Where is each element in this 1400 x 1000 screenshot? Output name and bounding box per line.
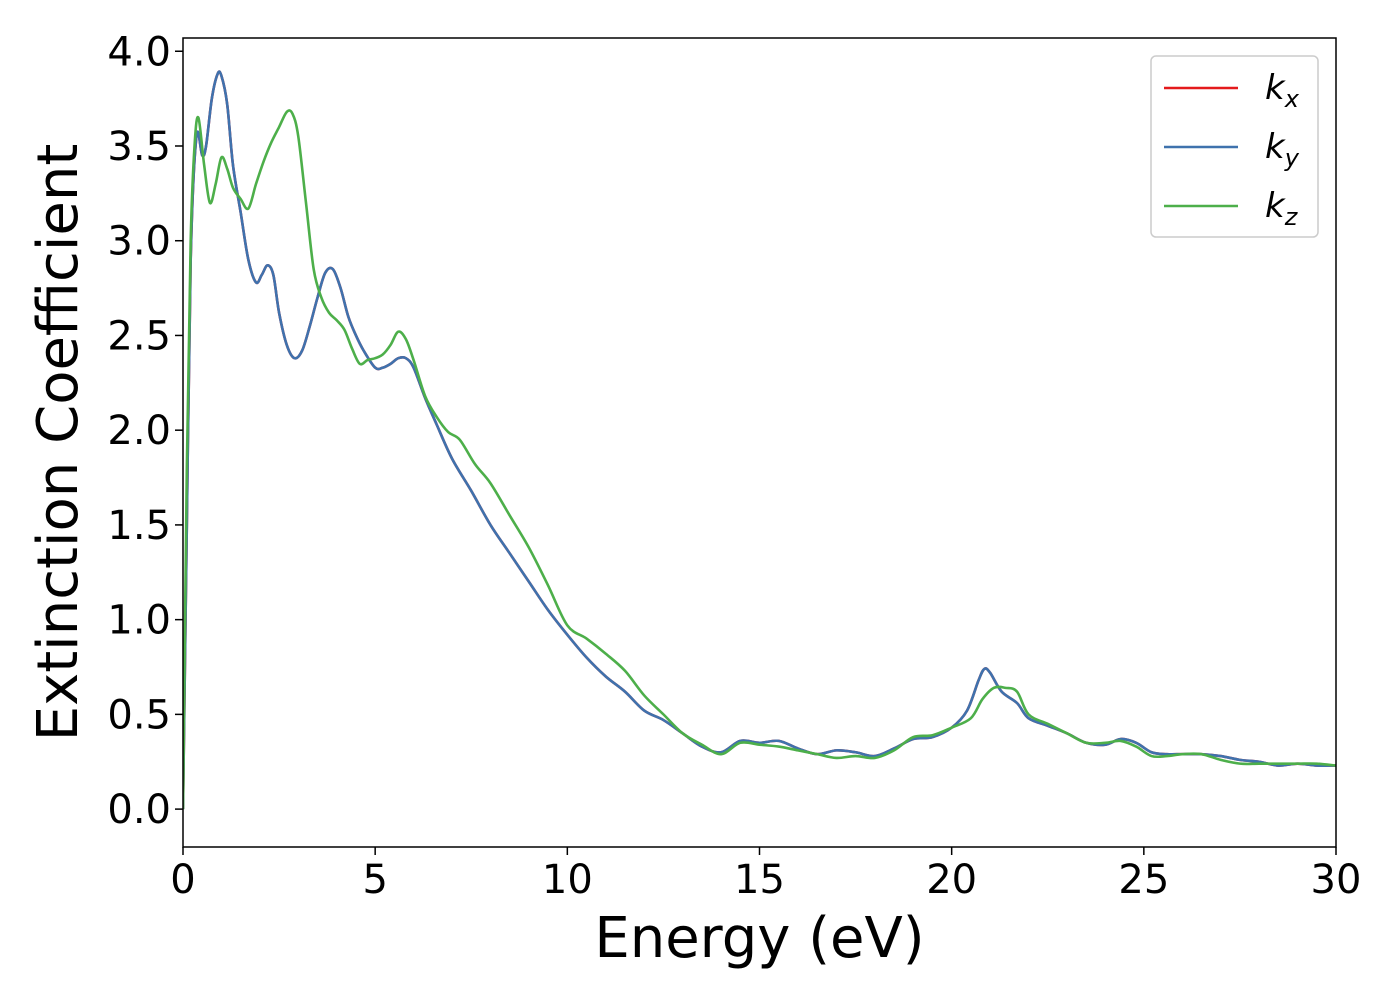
x-tick-label: 25 xyxy=(1118,857,1169,903)
y-axis-title: Extinction Coefficient xyxy=(26,144,91,742)
x-tick-label: 10 xyxy=(542,857,593,903)
series-line-kz xyxy=(183,109,1336,810)
x-tick-label: 15 xyxy=(734,857,785,903)
y-tick-label: 2.0 xyxy=(107,408,171,454)
y-tick-label: 0.5 xyxy=(107,692,171,738)
x-tick-label: 5 xyxy=(362,857,387,903)
y-tick-label: 0.0 xyxy=(107,787,171,833)
x-axis-title: Energy (eV) xyxy=(594,906,924,971)
y-tick-label: 2.5 xyxy=(107,313,171,359)
x-axis: 0 5 10 15 20 25 30 xyxy=(170,847,1361,903)
y-tick-label: 1.5 xyxy=(107,503,171,549)
x-tick-label: 30 xyxy=(1311,857,1362,903)
y-tick-label: 1.0 xyxy=(107,598,171,644)
y-tick-label: 3.5 xyxy=(107,124,171,170)
y-axis: 0.0 0.5 1.0 1.5 2.0 2.5 3.0 3.5 4.0 xyxy=(107,29,183,833)
x-tick-label: 0 xyxy=(170,857,195,903)
series-layer xyxy=(183,70,1336,810)
y-tick-label: 3.0 xyxy=(107,219,171,265)
y-tick-label: 4.0 xyxy=(107,29,171,75)
x-tick-label: 20 xyxy=(926,857,977,903)
